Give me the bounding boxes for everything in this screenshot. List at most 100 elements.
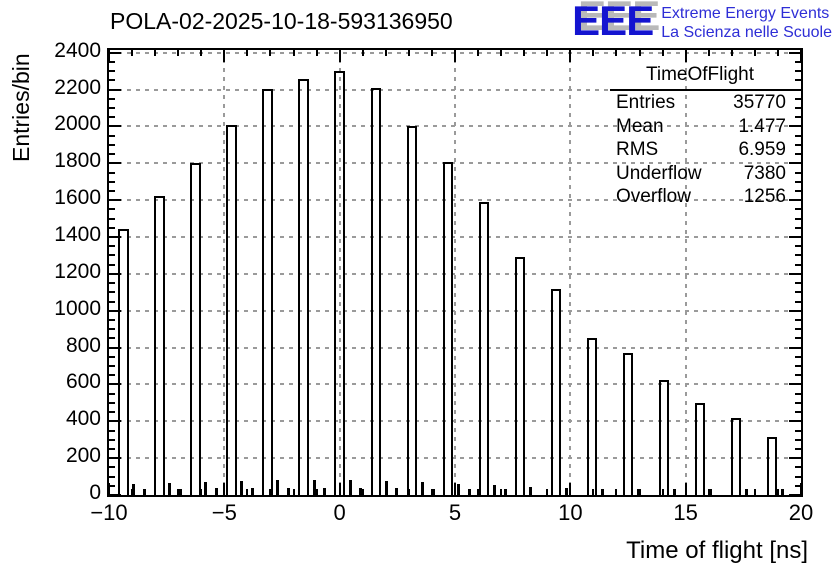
y-tick-left: [109, 143, 115, 146]
histogram-bar: [370, 87, 381, 495]
y-tick-right: [795, 116, 801, 119]
y-tick-left: [109, 300, 115, 303]
x-tick-bottom: [177, 489, 180, 495]
histogram-minor-bar: [492, 484, 496, 495]
y-tick-left: [109, 475, 115, 478]
y-tick-left: [109, 236, 121, 239]
y-tick-right: [795, 401, 801, 404]
y-tick-right: [795, 374, 801, 377]
x-tick-top: [269, 50, 272, 56]
x-tick-top: [477, 50, 480, 56]
histogram-bar: [334, 71, 345, 495]
x-tick-top: [384, 50, 387, 56]
histogram-minor-bar: [395, 487, 399, 495]
y-tick-label: 2400: [54, 38, 101, 62]
y-tick-right: [795, 97, 801, 100]
x-tick-top: [546, 50, 549, 56]
x-tick-bottom: [454, 483, 456, 495]
histogram-minor-bar: [287, 487, 291, 495]
stats-row-overflow: Overflow 1256: [610, 185, 790, 209]
y-tick-left: [109, 70, 115, 73]
histogram-minor-bar: [636, 488, 640, 495]
x-tick-top: [154, 50, 157, 56]
x-tick-bottom: [384, 489, 387, 495]
histogram-minor-bar: [348, 480, 352, 495]
y-tick-label: 600: [65, 370, 101, 394]
histogram-minor-bar: [251, 487, 255, 495]
y-tick-right: [795, 328, 801, 331]
stats-row-mean: Mean 1.477: [610, 115, 790, 139]
histogram-minor-bar: [179, 488, 183, 495]
y-tick-left: [109, 355, 115, 358]
y-tick-left: [109, 438, 115, 441]
stats-value: 6.959: [738, 139, 786, 160]
y-tick-right: [789, 125, 801, 128]
y-tick-right: [795, 208, 801, 211]
y-tick-right: [795, 226, 801, 229]
histogram-minor-bar: [276, 480, 280, 495]
x-tick-bottom: [523, 489, 526, 495]
eee-logo-tagline-2: La Scienza nelle Scuole: [661, 24, 832, 41]
x-tick-bottom: [361, 489, 364, 495]
y-tick-right: [795, 318, 801, 321]
y-tick-left: [109, 79, 115, 82]
x-tick-top: [361, 50, 364, 56]
x-tick-top: [200, 50, 203, 56]
y-tick-left: [109, 134, 115, 137]
y-tick-left: [109, 447, 115, 450]
plot-title: POLA-02-2025-10-18-593136950: [110, 8, 453, 34]
y-tick-right: [795, 365, 801, 367]
stats-row-entries: Entries 35770: [610, 91, 790, 115]
y-tick-right: [795, 355, 801, 358]
y-tick-left: [109, 162, 121, 165]
histogram-minor-bar: [312, 480, 316, 495]
histogram-minor-bar: [132, 483, 136, 495]
x-tick-top: [338, 50, 341, 62]
x-tick-top: [246, 50, 249, 56]
x-tick-label: 20: [788, 500, 814, 525]
histogram-bar: [298, 79, 309, 495]
y-tick-left: [109, 346, 121, 349]
y-tick-left: [109, 420, 121, 423]
histogram-bar: [550, 288, 562, 495]
y-tick-right: [789, 420, 801, 423]
eee-logo-taglines: Extreme Energy Events La Scienza nelle S…: [661, 1, 832, 42]
y-tick-left: [109, 282, 115, 285]
x-tick-top: [223, 50, 226, 62]
y-tick-right: [789, 199, 801, 202]
y-tick-right: [795, 245, 801, 248]
x-tick-top: [454, 50, 456, 62]
x-tick-label: 15: [673, 500, 698, 525]
x-tick-bottom: [430, 489, 433, 495]
x-tick-bottom: [546, 489, 549, 495]
y-tick-left: [109, 411, 115, 414]
x-tick-bottom: [684, 483, 687, 495]
stats-label: Underflow: [616, 162, 702, 184]
x-tick-top: [638, 50, 641, 56]
stats-box-title: TimeOfFlight: [610, 64, 790, 91]
histogram-bar: [226, 124, 237, 495]
x-tick-label: 10: [558, 500, 583, 525]
y-tick-right: [789, 457, 801, 460]
histogram-minor-bar: [420, 482, 424, 495]
x-tick-bottom: [615, 489, 618, 495]
y-tick-right: [795, 143, 801, 146]
y-tick-left: [109, 189, 115, 192]
y-tick-left: [109, 180, 115, 183]
y-tick-right: [795, 475, 801, 478]
x-tick-bottom: [269, 489, 272, 495]
histogram-bar: [442, 162, 453, 495]
eee-logo-tagline-1: Extreme Energy Events: [661, 5, 830, 22]
y-tick-label: 2000: [54, 112, 101, 136]
y-tick-left: [109, 254, 115, 257]
y-tick-left: [109, 125, 121, 128]
y-tick-right: [789, 51, 801, 54]
histogram-minor-bar: [240, 481, 244, 495]
y-tick-left: [109, 107, 115, 110]
y-tick-right: [795, 337, 801, 340]
histogram-bar: [118, 228, 129, 495]
x-tick-top: [707, 50, 710, 56]
x-tick-bottom: [569, 483, 572, 495]
x-tick-bottom: [292, 489, 295, 495]
